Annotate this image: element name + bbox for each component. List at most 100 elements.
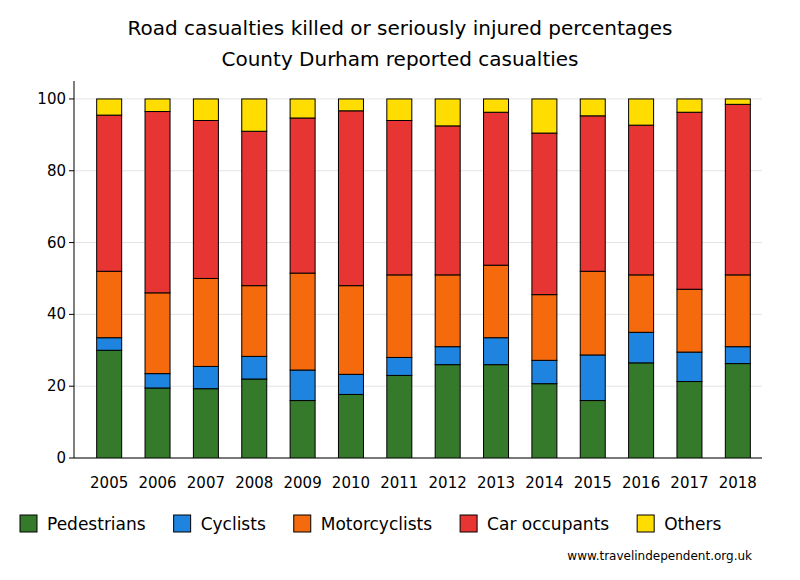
legend-label: Cyclists (201, 514, 266, 534)
tick (69, 242, 74, 243)
bar-segment (145, 293, 170, 374)
bar-segment (484, 112, 509, 265)
bar-segment (435, 126, 460, 275)
bar-segment (629, 363, 654, 458)
legend-label: Car occupants (487, 514, 609, 534)
bar-segment (193, 366, 218, 388)
bar-segment (580, 116, 605, 271)
bar-segment (580, 99, 605, 116)
category-label: 2015 (574, 474, 612, 492)
category-label: 2007 (187, 474, 225, 492)
bar-segment (725, 104, 750, 275)
bar-segment (532, 295, 557, 361)
bar-segment (338, 99, 363, 111)
tick-label: 40 (47, 305, 66, 323)
bar-segment (193, 99, 218, 121)
grid-line (74, 98, 762, 99)
tick (69, 98, 74, 99)
bar-segment (193, 120, 218, 278)
bar-segment (629, 125, 654, 275)
y-axis (74, 81, 75, 458)
category-label: 2011 (380, 474, 418, 492)
grid-line (74, 314, 762, 315)
bars (97, 99, 751, 458)
bar-segment (677, 382, 702, 458)
bar-segment (435, 275, 460, 347)
category-label: 2014 (525, 474, 563, 492)
bar-segment (97, 271, 122, 337)
tick-label: 20 (47, 377, 66, 395)
bar-segment (387, 275, 412, 358)
bar-segment (532, 133, 557, 295)
grid-line (74, 242, 762, 243)
bar-segment (484, 338, 509, 365)
bar-segment (97, 115, 122, 271)
bar-segment (242, 99, 267, 131)
bar-segment (725, 99, 750, 104)
bar-segment (193, 389, 218, 458)
category-label: 2009 (284, 474, 322, 492)
category-label: 2017 (670, 474, 708, 492)
category-label: 2016 (622, 474, 660, 492)
bar-segment (725, 347, 750, 364)
legend-label: Others (664, 514, 721, 534)
bar-segment (145, 374, 170, 388)
bar-segment (435, 347, 460, 365)
bar-segment (290, 401, 315, 458)
bar-segment (97, 338, 122, 351)
subtitle: County Durham reported casualties (221, 47, 578, 71)
bar-segment (629, 275, 654, 332)
bar-segment (677, 99, 702, 112)
bar-segment (435, 365, 460, 458)
source-note: www.travelindependent.org.uk (567, 549, 752, 563)
category-label: 2018 (719, 474, 757, 492)
tick (69, 314, 74, 315)
bar-segment (242, 356, 267, 379)
bar-segment (484, 365, 509, 458)
bar-segment (145, 112, 170, 293)
bar-segment (580, 401, 605, 458)
bar-segment (629, 332, 654, 363)
bar-segment (580, 271, 605, 355)
bar-segment (145, 99, 170, 112)
bar-segment (725, 275, 750, 347)
grid-line (74, 170, 762, 171)
category-label: 2005 (90, 474, 128, 492)
category-label: 2010 (332, 474, 370, 492)
bar-segment (580, 355, 605, 401)
legend-swatch (460, 515, 477, 532)
bar-segment (242, 131, 267, 285)
legend-label: Motorcyclists (321, 514, 432, 534)
bar-segment (387, 375, 412, 458)
legend-swatch (174, 515, 191, 532)
bar-segment (629, 99, 654, 125)
bar-segment (193, 278, 218, 366)
grid-line (74, 458, 762, 459)
tick-label: 0 (56, 449, 66, 467)
bar-segment (97, 350, 122, 458)
legend-swatch (294, 515, 311, 532)
bar-segment (387, 99, 412, 121)
bar-segment (338, 394, 363, 458)
bar-segment (290, 118, 315, 273)
bar-segment (435, 99, 460, 126)
category-label: 2008 (235, 474, 273, 492)
bar-segment (677, 112, 702, 289)
tick (69, 458, 74, 459)
bar-segment (532, 360, 557, 383)
legend-swatch (637, 515, 654, 532)
bar-segment (484, 265, 509, 338)
bar-segment (290, 273, 315, 370)
title: Road casualties killed or seriously inju… (127, 16, 672, 40)
bar-segment (338, 111, 363, 286)
bar-segment (677, 289, 702, 352)
bar-segment (290, 370, 315, 401)
bar-segment (290, 99, 315, 118)
grid-line (74, 386, 762, 387)
bar-segment (484, 99, 509, 112)
bar-segment (677, 352, 702, 381)
bar-segment (338, 374, 363, 394)
tick-label: 80 (47, 162, 66, 180)
bar-segment (97, 99, 122, 115)
bar-segment (145, 388, 170, 458)
